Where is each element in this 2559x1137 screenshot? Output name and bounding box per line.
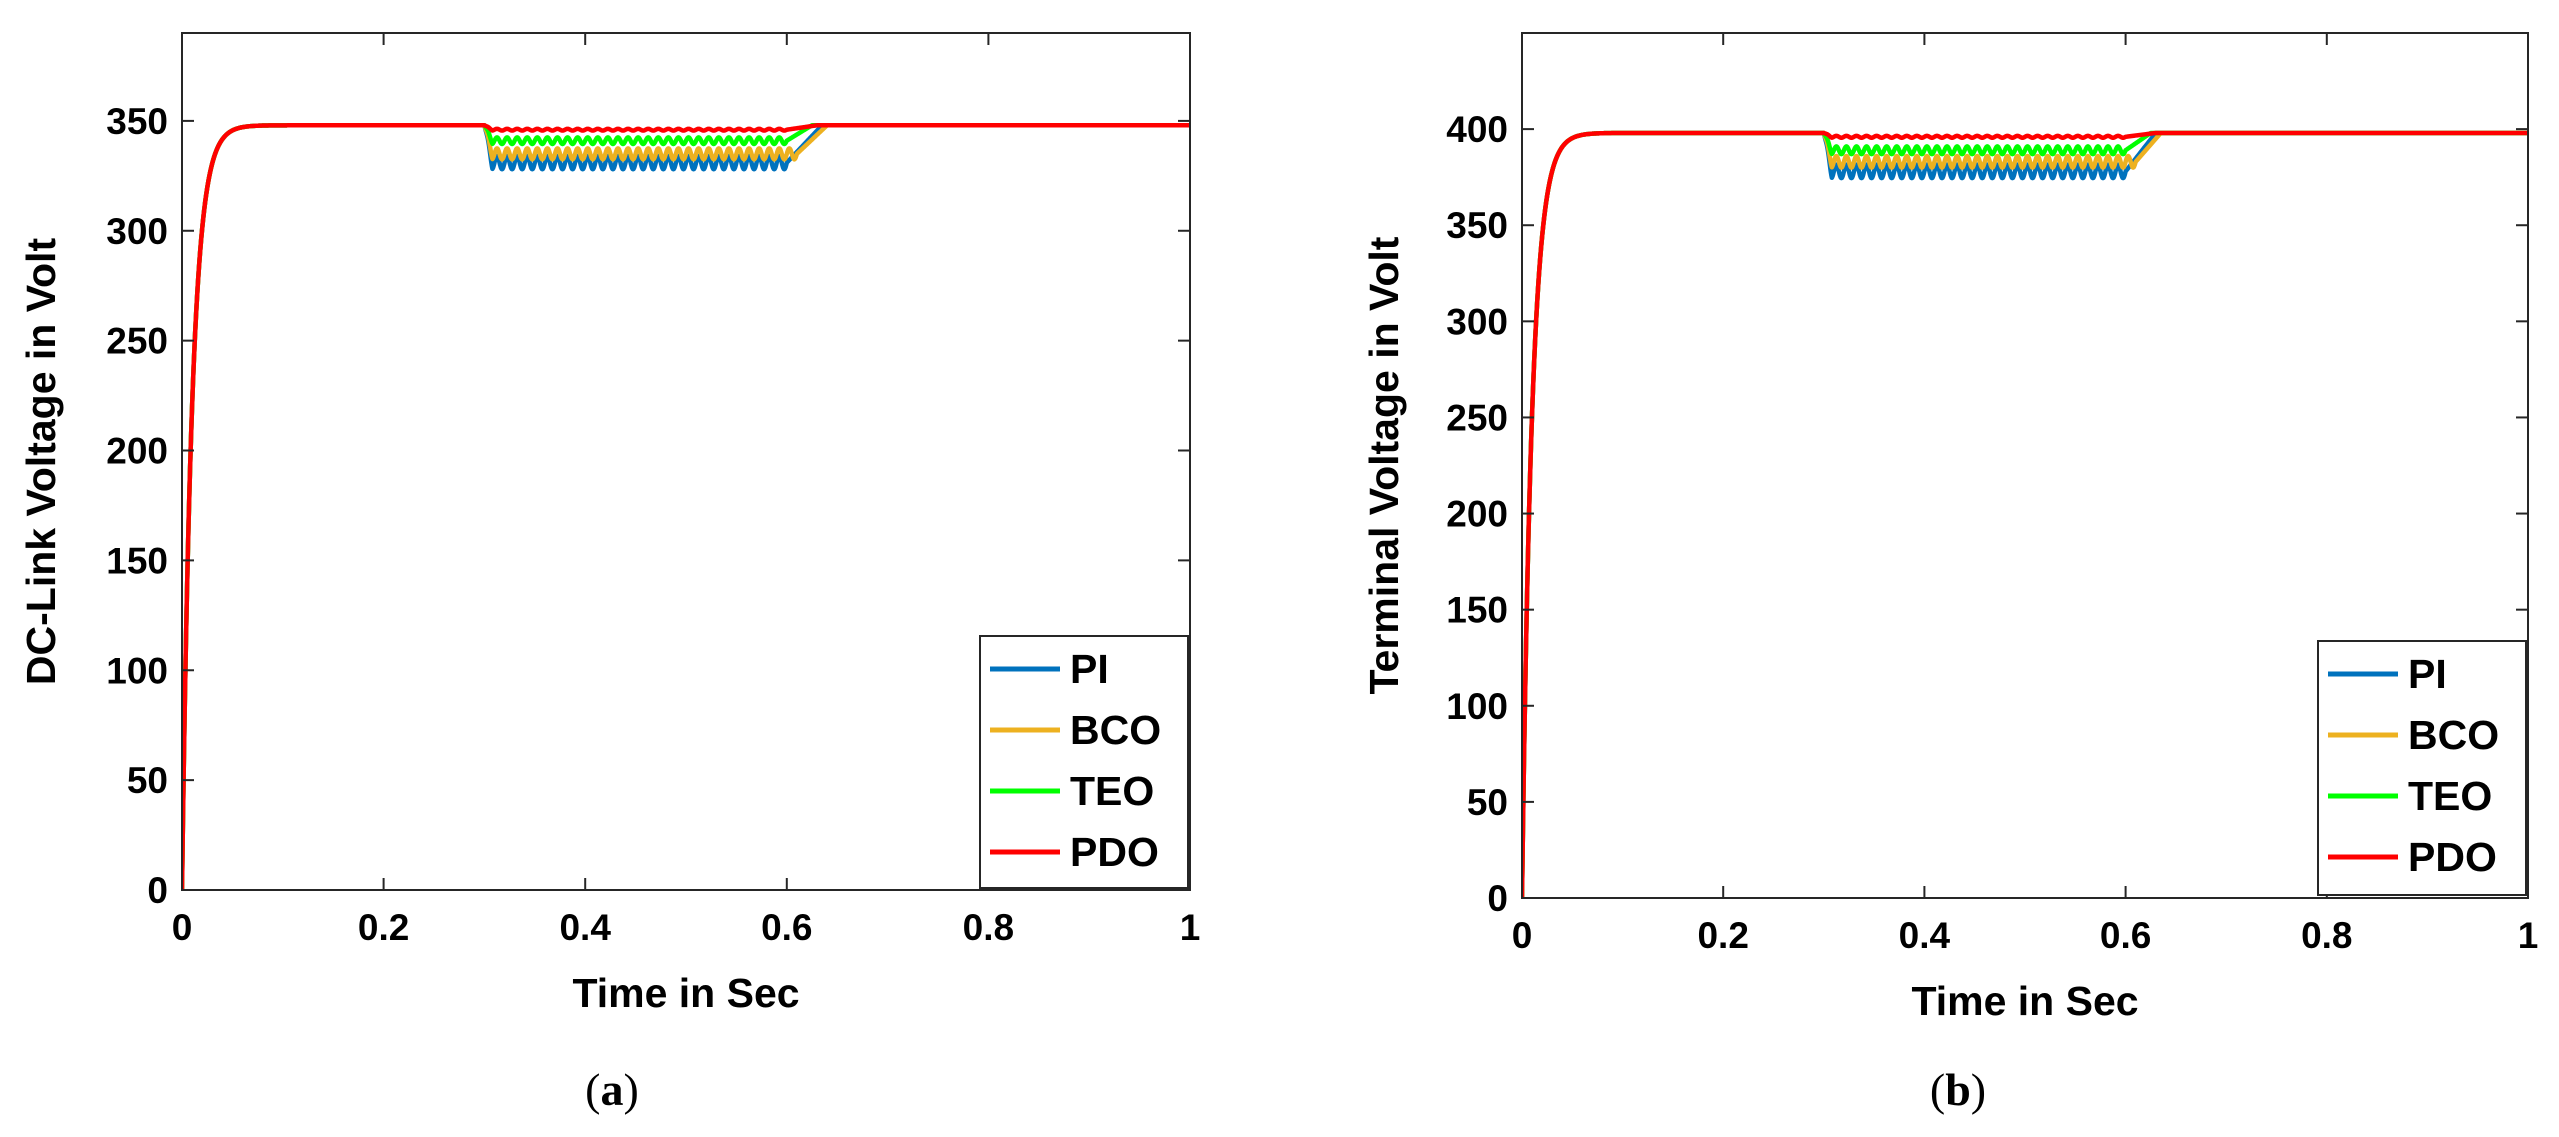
y-tick-label: 0 [1487, 878, 1508, 919]
legend-label-pi: PI [1070, 646, 1109, 692]
plot-frame [1521, 32, 2529, 899]
chart-panel-a: 0 0.2 0.4 0.6 0.8 1 0 50 100 150 200 250 300 350 Time … [18, 32, 1201, 1115]
y-tick-label: 200 [1446, 494, 1508, 535]
y-tick-label: 50 [1467, 782, 1508, 823]
x-axis-label: Time in Sec [572, 970, 799, 1016]
plot-frame [181, 32, 1191, 891]
y-tick-label: 150 [1446, 590, 1508, 631]
chart-panel-b: 0 0.2 0.4 0.6 0.8 1 0 50 100 150 200 250 300 350 400 Ti… [1361, 32, 2539, 1115]
x-tick-label: 0.8 [963, 907, 1014, 948]
x-tick-label: 0.4 [1899, 915, 1951, 956]
legend-box [979, 635, 1189, 889]
series-group [182, 123, 1190, 890]
x-tick-label: 0 [172, 907, 193, 948]
legend-label-teo: TEO [2408, 773, 2492, 819]
legend: PI BCO TEO PDO [2317, 640, 2527, 896]
y-tick-label: 350 [1446, 205, 1508, 246]
panel-caption-letter: a [601, 1064, 624, 1115]
panel-caption-letter: b [1945, 1064, 1971, 1115]
series-line-pdo [1522, 130, 2528, 898]
legend-label-teo: TEO [1070, 768, 1154, 814]
legend-label-bco: BCO [1070, 707, 1161, 753]
x-tick-label: 1 [2518, 915, 2539, 956]
x-tick-label: 0 [1512, 915, 1533, 956]
x-tick-label: 0.8 [2301, 915, 2352, 956]
panel-caption: (a) [585, 1064, 639, 1115]
y-axis-label: DC-Link Voltage in Volt [18, 238, 64, 686]
y-tick-label: 300 [1446, 301, 1508, 342]
x-tick-label: 0.6 [761, 907, 812, 948]
legend-label-pdo: PDO [1070, 829, 1159, 875]
y-tick-label: 150 [106, 540, 168, 581]
legend: PI BCO TEO PDO [979, 635, 1189, 889]
y-tick-label: 100 [106, 650, 168, 691]
y-tick-label: 100 [1446, 686, 1508, 727]
panel-caption: (b) [1930, 1064, 1986, 1115]
y-tick-label: 300 [106, 211, 168, 252]
x-tick-label: 0.2 [358, 907, 409, 948]
y-axis-label: Terminal Voltage in Volt [1361, 236, 1407, 694]
x-tick-label: 1 [1180, 907, 1201, 948]
y-tick-label: 200 [106, 431, 168, 472]
y-tick-label: 0 [147, 870, 168, 911]
legend-label-bco: BCO [2408, 712, 2499, 758]
y-tick-label: 250 [1446, 397, 1508, 438]
y-tick-label: 50 [127, 760, 168, 801]
x-tick-label: 0.4 [559, 907, 611, 948]
series-line-pdo [182, 123, 1190, 890]
series-group [1522, 130, 2528, 898]
x-tick-label: 0.6 [2100, 915, 2151, 956]
legend-box [2317, 640, 2527, 896]
y-tick-label: 350 [106, 101, 168, 142]
legend-label-pi: PI [2408, 651, 2447, 697]
legend-label-pdo: PDO [2408, 834, 2497, 880]
y-tick-label: 400 [1446, 109, 1508, 150]
x-tick-label: 0.2 [1697, 915, 1748, 956]
y-tick-label: 250 [106, 321, 168, 362]
x-axis-label: Time in Sec [1911, 978, 2138, 1024]
